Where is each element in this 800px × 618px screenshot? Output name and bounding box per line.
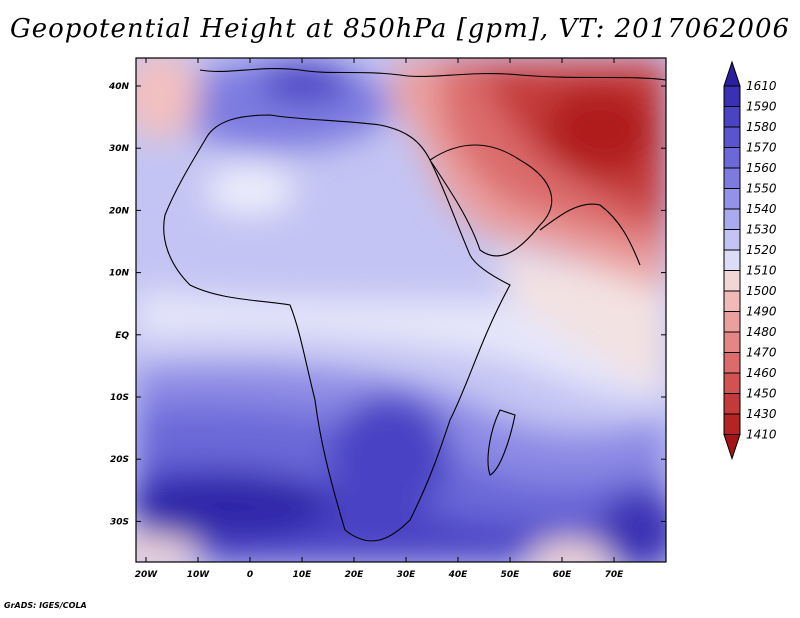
colorbar-swatch — [723, 188, 741, 210]
lon-label: 30E — [397, 570, 417, 580]
lat-label: 20N — [109, 206, 130, 216]
colorbar-label: 1530 — [746, 223, 777, 237]
colorbar-bottom-arrow — [723, 434, 741, 461]
lon-label: 0 — [247, 570, 253, 580]
colorbar-swatch — [723, 352, 741, 374]
colorbar-label: 1460 — [746, 366, 777, 380]
colorbar-swatch — [723, 147, 741, 169]
colorbar: 1610 1590 1580 1570 1560 1550 1540 1530 1520 1510… — [723, 60, 777, 461]
lon-label: 20W — [135, 570, 159, 580]
lon-label: 40E — [448, 570, 469, 580]
colorbar-label: 1520 — [746, 243, 777, 257]
colorbar-label: 1470 — [746, 346, 777, 360]
india-coast — [539, 203, 641, 266]
europe-coast — [199, 68, 666, 81]
colorbar-label: 1410 — [746, 428, 777, 442]
lat-label: 30N — [109, 144, 130, 154]
lon-label: 10W — [187, 570, 211, 580]
colorbar-swatch — [723, 331, 741, 353]
colorbar-label: 1570 — [746, 141, 777, 155]
lat-label: 20S — [110, 455, 129, 465]
map-frame — [135, 57, 667, 563]
colorbar-swatch — [723, 393, 741, 415]
colorbar-label: 1510 — [746, 264, 777, 278]
colorbar-swatch — [723, 167, 741, 189]
colorbar-label: 1590 — [746, 100, 777, 114]
colorbar-swatch — [723, 208, 741, 230]
colorbar-label: 1430 — [746, 407, 777, 421]
colorbar-label: 1560 — [746, 161, 777, 175]
map-title: Geopotential Height at 850hPa [gpm], VT:… — [9, 14, 791, 44]
latitude-axis: 40N 30N 20N 10N EQ 10S 20S 30S — [108, 82, 666, 527]
lat-label: EQ — [115, 331, 129, 341]
colorbar-swatch — [723, 249, 741, 271]
longitude-axis: 20W 10W 0 10E 20E 30E 40E 50E 60E 70E — [135, 58, 624, 580]
lat-label: 40N — [108, 82, 130, 92]
colorbar-swatch — [723, 372, 741, 394]
colorbar-swatch — [723, 85, 741, 107]
colorbar-swatch — [723, 413, 741, 435]
madagascar-outline — [487, 409, 516, 476]
colorbar-swatch — [723, 126, 741, 148]
colorbar-swatch — [723, 229, 741, 251]
coastlines — [163, 68, 666, 542]
colorbar-swatch — [723, 106, 741, 128]
lat-label: 30S — [110, 517, 129, 527]
colorbar-label: 1500 — [746, 284, 777, 298]
colorbar-swatch — [723, 311, 741, 333]
colorbar-label: 1480 — [746, 325, 777, 339]
colorbar-top-arrow — [723, 60, 741, 87]
lat-label: 10S — [110, 393, 129, 403]
colorbar-label: 1490 — [746, 305, 777, 319]
lat-label: 10N — [109, 269, 130, 279]
colorbar-label: 1580 — [746, 120, 777, 134]
grads-credit: GrADS: IGES/COLA — [4, 601, 87, 610]
lon-label: 10E — [293, 570, 313, 580]
colorbar-label: 1550 — [746, 182, 777, 196]
colorbar-label: 1540 — [746, 202, 777, 216]
colorbar-label: 1450 — [746, 387, 777, 401]
africa-outline — [163, 114, 511, 542]
colorbar-swatch — [723, 270, 741, 292]
lon-label: 50E — [501, 570, 521, 580]
colorbar-swatch — [723, 290, 741, 312]
height-field — [136, 58, 666, 562]
arabia-outline — [429, 144, 553, 257]
lon-label: 20E — [345, 570, 365, 580]
lon-label: 70E — [605, 570, 625, 580]
colorbar-label: 1610 — [746, 79, 777, 93]
lon-label: 60E — [553, 570, 573, 580]
